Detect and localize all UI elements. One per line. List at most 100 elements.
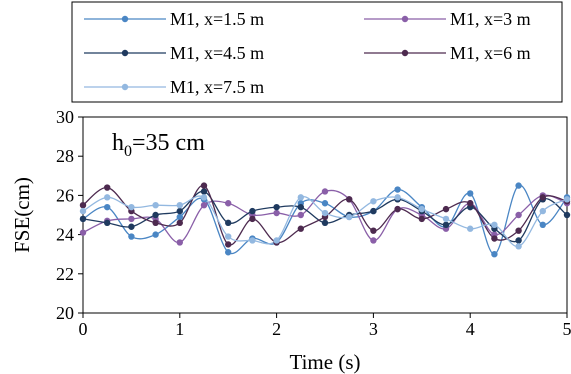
data-point bbox=[200, 202, 208, 209]
data-point bbox=[200, 182, 208, 189]
data-point bbox=[79, 229, 87, 236]
data-point bbox=[515, 182, 522, 189]
data-point bbox=[176, 219, 183, 227]
data-point bbox=[225, 233, 232, 240]
data-point bbox=[297, 225, 304, 232]
data-point bbox=[418, 215, 425, 223]
data-point bbox=[104, 194, 111, 201]
data-point bbox=[297, 211, 304, 219]
data-point bbox=[321, 209, 329, 217]
x-tick-label: 2 bbox=[272, 319, 281, 339]
data-point bbox=[104, 219, 111, 227]
legend-label: M1, x=1.5 m bbox=[170, 9, 264, 29]
legend-label: M1, x=3 m bbox=[450, 9, 531, 29]
legend-items: M1, x=1.5 m M1, x=3 m M1, x=4.5 m M1, x=6 m… bbox=[84, 9, 531, 97]
data-point bbox=[152, 219, 159, 227]
data-point bbox=[273, 209, 280, 217]
data-point bbox=[491, 221, 498, 228]
y-tick-label: 26 bbox=[56, 185, 74, 205]
data-point bbox=[79, 202, 87, 209]
x-tick-label: 1 bbox=[175, 319, 184, 339]
data-point bbox=[467, 190, 474, 197]
annotation-rest: =35 cm bbox=[132, 130, 205, 156]
data-point bbox=[128, 215, 135, 223]
legend-marker bbox=[121, 15, 129, 23]
x-axis-label: Time (s) bbox=[290, 350, 361, 374]
data-point bbox=[467, 225, 474, 232]
data-point bbox=[563, 196, 571, 203]
data-point bbox=[79, 215, 87, 223]
data-point bbox=[515, 243, 522, 250]
data-point bbox=[442, 221, 450, 228]
data-point bbox=[225, 241, 232, 248]
data-point bbox=[394, 186, 401, 193]
data-point bbox=[491, 235, 498, 242]
data-point bbox=[297, 203, 304, 211]
data-point bbox=[563, 211, 571, 219]
legend-marker bbox=[121, 49, 129, 57]
data-point bbox=[152, 231, 159, 238]
data-point bbox=[225, 249, 232, 256]
legend-marker bbox=[401, 15, 409, 23]
data-point bbox=[200, 188, 208, 195]
data-point bbox=[297, 194, 304, 201]
data-point bbox=[539, 194, 546, 201]
data-point bbox=[539, 207, 546, 215]
data-point bbox=[442, 215, 450, 223]
y-tick-label: 22 bbox=[56, 264, 74, 284]
legend-label: M1, x=4.5 m bbox=[170, 43, 264, 63]
y-tick-label: 24 bbox=[56, 225, 74, 245]
data-point bbox=[346, 213, 353, 221]
x-tick-label: 3 bbox=[369, 319, 378, 339]
plot-annotation: h0=35 cm bbox=[112, 130, 205, 160]
data-point bbox=[249, 207, 256, 215]
data-point bbox=[442, 205, 450, 213]
y-axis-label: FSE(cm) bbox=[10, 177, 34, 253]
data-point bbox=[152, 211, 159, 219]
data-point bbox=[249, 215, 256, 223]
data-point bbox=[176, 207, 183, 215]
data-point bbox=[225, 200, 232, 207]
x-tick-label: 0 bbox=[79, 319, 88, 339]
y-tick-label: 20 bbox=[56, 303, 74, 323]
data-point bbox=[515, 211, 522, 219]
legend-label: M1, x=7.5 m bbox=[170, 77, 264, 97]
data-point bbox=[370, 237, 377, 244]
data-point bbox=[418, 205, 425, 213]
data-point bbox=[176, 213, 183, 221]
x-tick-label: 4 bbox=[466, 319, 475, 339]
data-point bbox=[104, 184, 111, 191]
data-point bbox=[539, 221, 546, 228]
data-point bbox=[394, 194, 401, 201]
data-point bbox=[394, 205, 401, 213]
annotation-main: h bbox=[112, 130, 124, 156]
annotation-subscript: 0 bbox=[124, 143, 132, 160]
data-point bbox=[128, 233, 135, 240]
data-point bbox=[370, 207, 377, 215]
data-point bbox=[467, 200, 474, 207]
axis-ticks: 0 1 2 3 4 5 20 22 24 26 28 30 bbox=[56, 107, 571, 339]
data-point bbox=[321, 188, 329, 195]
data-point bbox=[128, 203, 135, 211]
data-point bbox=[370, 227, 377, 234]
y-tick-label: 30 bbox=[56, 107, 74, 127]
data-point bbox=[273, 237, 280, 244]
data-point bbox=[104, 203, 111, 211]
data-point bbox=[200, 194, 208, 201]
legend-marker bbox=[401, 49, 409, 57]
data-point bbox=[346, 196, 353, 203]
y-tick-label: 28 bbox=[56, 146, 74, 166]
x-tick-label: 5 bbox=[563, 319, 571, 339]
data-point bbox=[515, 227, 522, 234]
data-point bbox=[321, 219, 329, 227]
data-point bbox=[370, 198, 377, 205]
data-point bbox=[491, 251, 498, 258]
data-point bbox=[249, 237, 256, 244]
series-points bbox=[79, 182, 571, 258]
data-point bbox=[79, 207, 87, 215]
data-point bbox=[273, 203, 280, 211]
data-point bbox=[515, 237, 522, 244]
data-point bbox=[225, 219, 232, 227]
legend-marker bbox=[121, 83, 129, 91]
